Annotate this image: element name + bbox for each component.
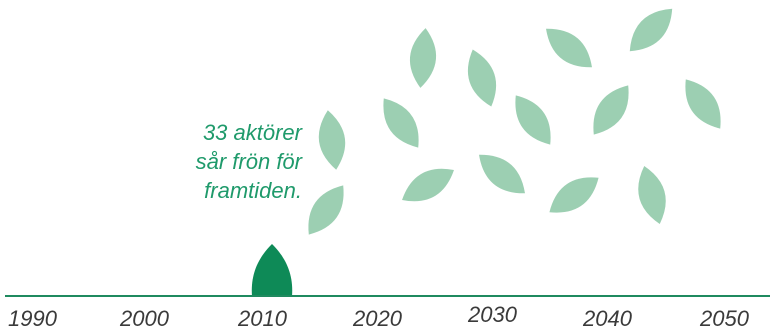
sprout-icon (251, 244, 293, 296)
leaf-icon (402, 168, 454, 202)
year-label-2000: 2000 (120, 306, 169, 331)
leaf-icon (318, 110, 346, 170)
leaf-icon (638, 166, 666, 224)
leaf-icon (467, 49, 497, 107)
year-label-2040: 2040 (583, 306, 632, 331)
year-label-2020: 2020 (353, 306, 402, 331)
leaves-group (308, 8, 721, 235)
leaf-icon (685, 79, 721, 129)
caption-line-2: sår frön för (195, 149, 302, 174)
year-label-2030: 2030 (468, 302, 517, 327)
caption-line-3: framtiden. (204, 178, 302, 203)
year-label-2050: 2050 (700, 306, 749, 331)
leaf-icon (409, 28, 437, 88)
leaf-icon (549, 177, 599, 213)
caption: 33 aktörer sår frön för framtiden. (122, 118, 302, 205)
caption-line-1: 33 aktörer (202, 120, 302, 145)
leaf-icon (515, 95, 551, 145)
leaf-icon (593, 85, 629, 135)
leaf-icon (629, 8, 673, 52)
leaf-icon (308, 185, 344, 235)
year-label-2010: 2010 (238, 306, 287, 331)
leaf-icon (479, 154, 525, 194)
leaf-icon (383, 98, 419, 148)
leaf-icon (546, 28, 592, 68)
year-label-1990: 1990 (8, 306, 57, 331)
